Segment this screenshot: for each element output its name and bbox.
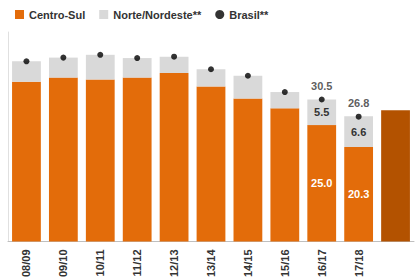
svg-text:25.0: 25.0 [311, 177, 332, 189]
svg-text:26.8: 26.8 [348, 97, 369, 109]
svg-text:12/13: 12/13 [168, 249, 180, 277]
svg-text:14/15: 14/15 [242, 249, 254, 277]
svg-text:30.5: 30.5 [311, 80, 332, 92]
svg-text:Norte/Nordeste**: Norte/Nordeste** [113, 9, 202, 21]
svg-text:Centro-Sul: Centro-Sul [29, 9, 85, 21]
svg-text:20.3: 20.3 [348, 188, 369, 200]
svg-text:10/11: 10/11 [94, 249, 106, 276]
svg-text:17/18: 17/18 [353, 249, 365, 277]
svg-text:09/10: 09/10 [57, 249, 69, 277]
svg-text:08/09: 08/09 [20, 249, 32, 277]
svg-text:6.6: 6.6 [351, 126, 366, 138]
svg-text:Brasil**: Brasil** [229, 9, 269, 21]
svg-text:16/17: 16/17 [316, 249, 328, 277]
svg-text:13/14: 13/14 [205, 249, 217, 277]
svg-text:11/12: 11/12 [131, 249, 143, 276]
svg-text:15/16: 15/16 [279, 249, 291, 277]
svg-text:5.5: 5.5 [314, 106, 329, 118]
